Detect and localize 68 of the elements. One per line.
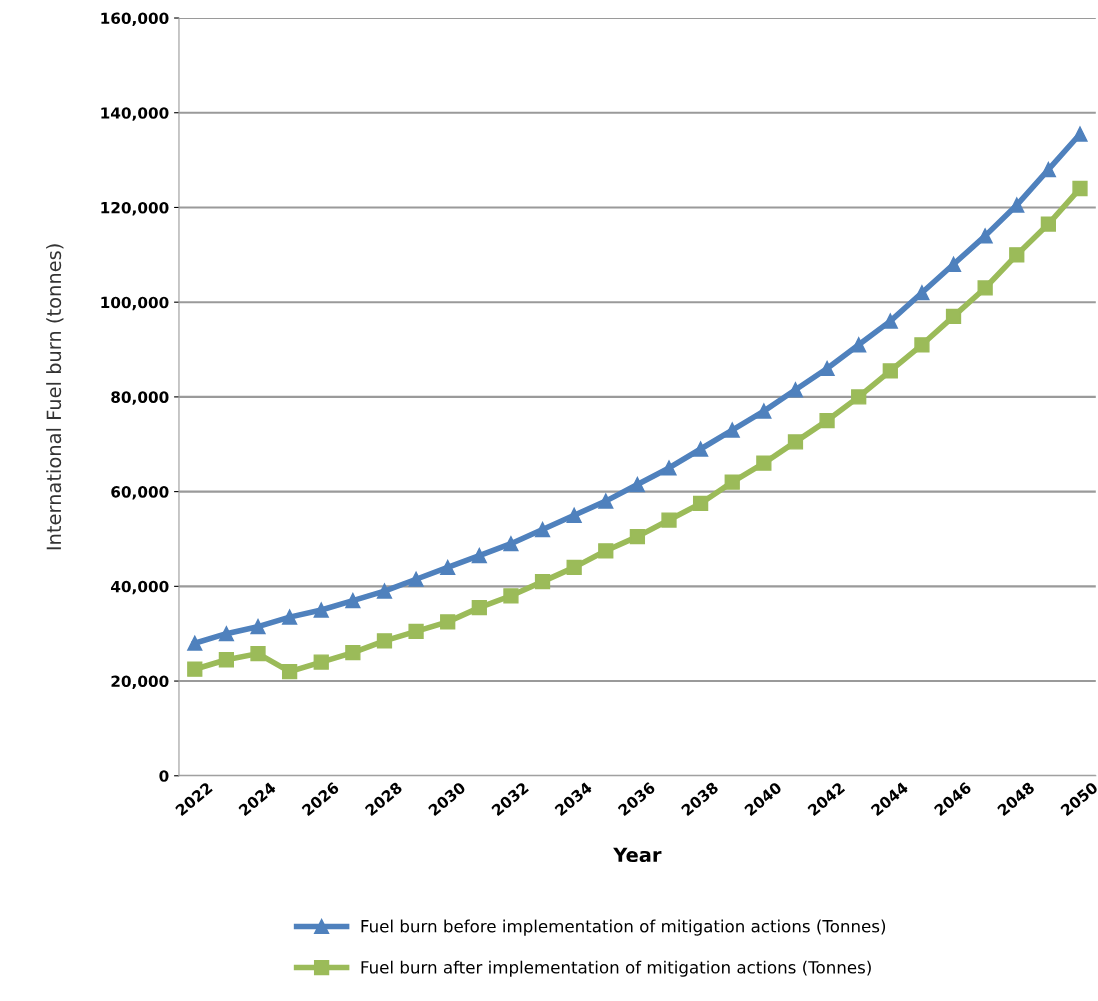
- y-tick-label: 140,000: [101, 107, 169, 121]
- point: [503, 588, 519, 604]
- point: [661, 460, 677, 476]
- y-tick-label: 20,000: [111, 675, 169, 690]
- point: [566, 507, 582, 523]
- legend-label: Fuel burn before implementation of mitigation actions (Tonnes): [361, 919, 886, 936]
- point: [1072, 126, 1088, 142]
- y-tick-label: 120,000: [101, 201, 169, 216]
- point: [851, 389, 867, 405]
- point: [471, 600, 487, 616]
- point: [408, 571, 424, 587]
- point: [756, 455, 772, 471]
- point: [692, 495, 709, 512]
- point: [440, 559, 456, 576]
- point: [250, 618, 266, 635]
- point: [345, 644, 361, 661]
- point: [629, 476, 646, 493]
- point: [313, 654, 329, 670]
- y-tick-label: 100,000: [101, 296, 169, 311]
- point: [281, 609, 298, 625]
- point: [724, 474, 740, 490]
- point: [534, 573, 551, 590]
- point: [819, 412, 835, 429]
- point: [882, 313, 898, 329]
- point: [598, 493, 614, 509]
- point: [440, 614, 456, 630]
- point: [882, 363, 898, 379]
- point: [851, 337, 867, 353]
- point: [787, 434, 804, 450]
- y-tick-label: 160,000: [101, 12, 169, 26]
- point: [819, 360, 835, 377]
- point: [661, 512, 677, 528]
- point: [1009, 247, 1025, 263]
- point: [1072, 180, 1088, 197]
- point: [1009, 197, 1025, 213]
- point: [218, 652, 235, 668]
- point: [376, 633, 393, 649]
- y-tick-label: 0: [159, 770, 169, 782]
- point: [408, 623, 424, 639]
- point: [566, 559, 582, 576]
- point: [724, 422, 740, 438]
- point: [503, 536, 519, 552]
- point: [250, 645, 266, 662]
- point: [187, 635, 203, 651]
- x-axis-title: Year: [613, 847, 662, 863]
- point: [692, 441, 709, 457]
- point: [187, 661, 203, 677]
- y-tick-label: 80,000: [111, 391, 169, 405]
- y-tick-label: 40,000: [110, 580, 169, 595]
- point: [945, 308, 962, 325]
- point: [598, 543, 614, 559]
- point: [471, 547, 487, 564]
- y-tick-label: 60,000: [111, 486, 169, 500]
- y-axis-title: International Fuel burn (tonnes): [46, 244, 64, 550]
- point: [756, 403, 772, 419]
- point: [787, 382, 804, 398]
- point: [281, 663, 298, 680]
- point: [218, 626, 235, 642]
- point: [977, 280, 993, 296]
- point: [345, 592, 361, 609]
- legend-label: Fuel burn after implementation of mitigation actions (Tonnes): [361, 960, 871, 977]
- point: [313, 602, 329, 618]
- point: [914, 337, 930, 353]
- point: [376, 583, 393, 599]
- point: [1040, 161, 1057, 178]
- point: [629, 528, 646, 545]
- point: [534, 521, 551, 538]
- point: [1040, 216, 1057, 232]
